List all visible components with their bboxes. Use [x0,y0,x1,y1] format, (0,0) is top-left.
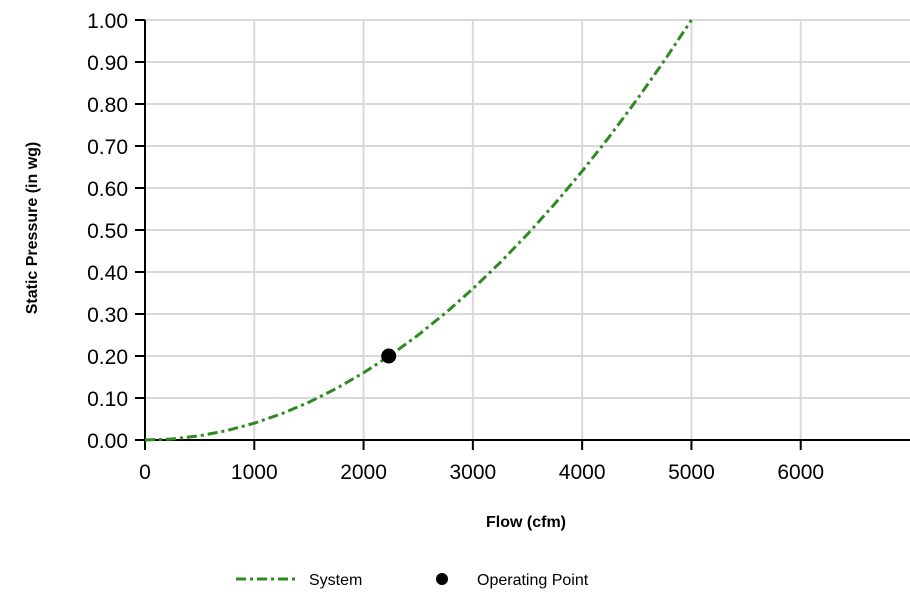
y-tick-label: 0.20 [87,346,128,369]
y-tick-label: 1.00 [87,10,128,33]
y-tick-label: 0.80 [87,94,128,117]
x-axis-title: Flow (cfm) [486,514,566,531]
series-line-system [144,19,693,442]
legend-operating-point-label: Operating Point [477,572,589,589]
x-tick-label: 0 [139,461,151,484]
legend: System Operating Point [236,572,589,589]
y-tick-label: 0.70 [87,136,128,159]
y-tick-label: 0.90 [87,52,128,75]
legend-operating-point-marker [436,573,448,585]
axes [135,19,910,450]
y-tick-label: 0.60 [87,178,128,201]
y-tick-label: 0.30 [87,304,128,327]
x-tick-label: 6000 [777,461,824,484]
legend-system-label: System [309,572,362,589]
x-tick-label: 3000 [449,461,496,484]
series [144,19,693,442]
operating-points [381,348,397,364]
operating-point-marker [381,348,397,364]
grid [145,19,910,440]
y-tick-label: 0.00 [87,430,128,453]
x-tick-label: 4000 [559,461,606,484]
y-tick-label: 0.40 [87,262,128,285]
y-axis-title: Static Pressure (in wg) [24,142,41,315]
y-tick-label: 0.10 [87,388,128,411]
x-tick-label: 5000 [668,461,715,484]
y-tick-label: 0.50 [87,220,128,243]
tick-labels: 0.00 0.10 0.20 0.30 0.40 0.50 0.60 0.70 0.80 0.90… [87,10,824,484]
x-tick-label: 1000 [231,461,278,484]
x-tick-label: 2000 [340,461,387,484]
